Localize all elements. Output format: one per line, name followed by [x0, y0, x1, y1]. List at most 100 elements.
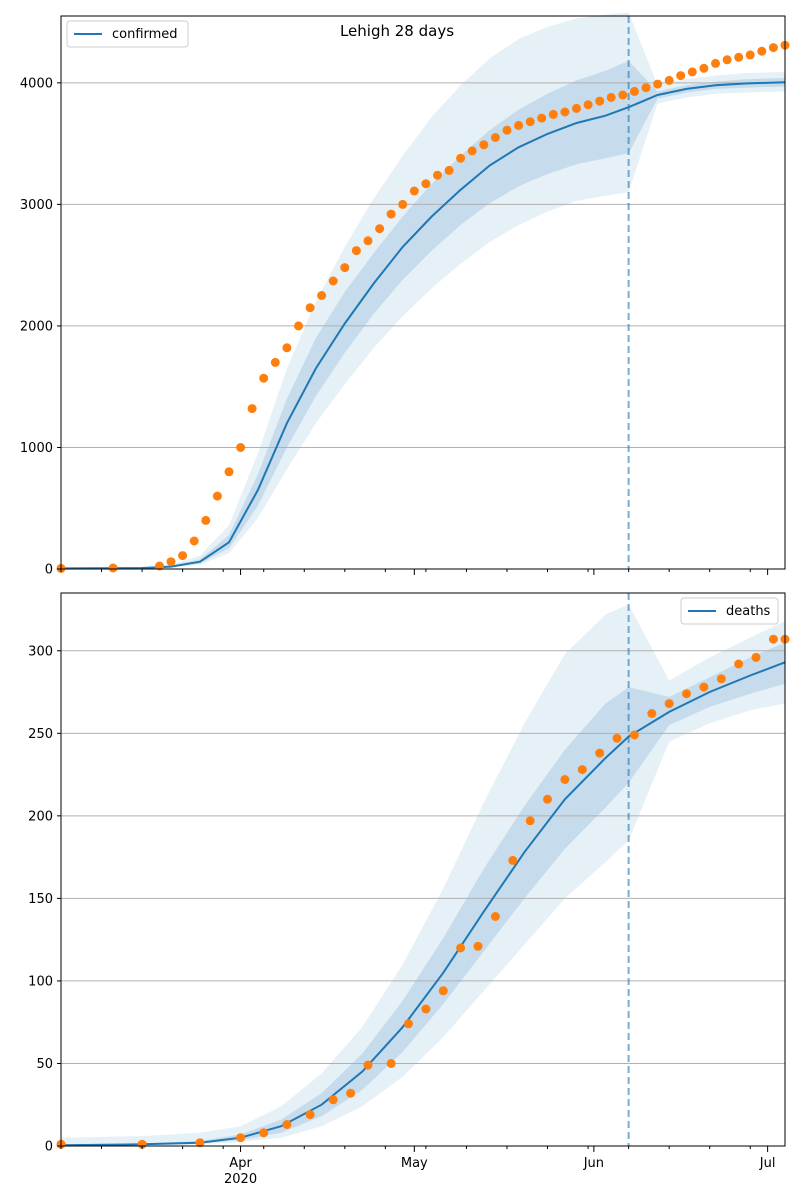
observed-point [595, 748, 605, 758]
y-tick-label: 100 [28, 974, 53, 989]
x-tick-label: Jun [583, 1156, 604, 1171]
observed-point [537, 113, 547, 123]
outer-band-forecast [628, 12, 785, 193]
observed-point [282, 343, 292, 353]
observed-point [508, 855, 518, 865]
observed-point [236, 443, 246, 452]
observed-point [490, 133, 500, 142]
observed-point [716, 674, 726, 684]
observed-point [647, 709, 657, 718]
observed-point [606, 92, 616, 102]
confirmed-gridlines [61, 82, 785, 448]
observed-point [456, 943, 466, 953]
observed-point [456, 153, 466, 163]
inner-band-fit [61, 61, 629, 569]
observed-point [577, 765, 587, 775]
observed-point [757, 46, 767, 56]
observed-point [473, 941, 483, 951]
observed-point [525, 816, 535, 826]
model-median-line [60, 661, 786, 1147]
observed-point [467, 146, 477, 156]
y-tick-label: 150 [28, 892, 53, 907]
observed-point [340, 263, 350, 273]
observed-point [212, 491, 222, 501]
chart-title: Lehigh 28 days [340, 22, 454, 40]
observed-point [270, 357, 280, 367]
observed-point [236, 1133, 246, 1143]
observed-point [734, 52, 744, 62]
observed-point [305, 303, 315, 313]
legend-label: deaths [726, 604, 771, 619]
observed-point [375, 224, 385, 234]
observed-point [166, 557, 176, 567]
x-tick-label: Apr [229, 1156, 252, 1171]
observed-point [595, 96, 605, 106]
observed-point [479, 140, 489, 150]
observed-point [421, 179, 431, 189]
confirmed-chart: 0 1000 2000 3000 4000 Lehigh 28 days confirm… [20, 12, 790, 578]
observed-point [560, 775, 570, 784]
model-median-line [60, 81, 786, 570]
observed-point [317, 291, 327, 300]
observed-point [398, 199, 408, 209]
deaths-legend: deaths [680, 597, 779, 625]
observed-point [201, 515, 211, 525]
observed-point [641, 83, 651, 93]
observed-point [282, 1120, 292, 1129]
observed-point [676, 71, 686, 81]
observed-point [224, 467, 234, 477]
confirmed-observed-points [56, 40, 790, 573]
y-tick-label: 1000 [20, 441, 53, 456]
observed-point [629, 86, 639, 96]
observed-point [664, 75, 674, 85]
observed-point [189, 536, 199, 546]
observed-point [305, 1110, 315, 1120]
observed-point [664, 699, 674, 709]
observed-point [514, 120, 524, 130]
observed-point [294, 321, 303, 331]
observed-point [543, 794, 552, 804]
outer-band-fit [61, 604, 629, 1146]
observed-point [525, 117, 535, 127]
observed-point [682, 689, 691, 699]
observed-point [490, 912, 500, 921]
observed-point [734, 659, 744, 669]
deaths-axes-frame [60, 592, 786, 1147]
confirmed-axes-frame [60, 15, 786, 570]
legend-box [680, 597, 779, 625]
observed-point [247, 404, 257, 414]
observed-point [583, 100, 593, 110]
observed-point [404, 1019, 413, 1029]
observed-point [502, 125, 512, 135]
observed-point [745, 50, 755, 60]
observed-point [612, 733, 622, 743]
observed-point [328, 276, 338, 286]
observed-point [346, 1088, 356, 1098]
observed-point [178, 551, 188, 561]
observed-point [572, 103, 581, 113]
observed-point [722, 55, 732, 65]
legend-label: confirmed [112, 27, 178, 42]
confirmed-y-ticks: 0 1000 2000 3000 4000 [20, 76, 61, 578]
observed-point [259, 1128, 269, 1138]
deaths-model-line [60, 661, 786, 1147]
observed-point [421, 1004, 431, 1014]
observed-point [768, 634, 778, 644]
observed-point [195, 1138, 205, 1148]
observed-point [259, 373, 269, 383]
observed-point [433, 170, 442, 180]
observed-point [768, 43, 778, 53]
y-tick-label: 300 [28, 644, 53, 659]
observed-point [137, 1139, 147, 1149]
observed-point [618, 90, 628, 100]
observed-point [687, 67, 697, 77]
y-tick-label: 0 [45, 563, 53, 578]
observed-point [699, 63, 709, 73]
confirmed-x-ticks [60, 569, 769, 575]
y-tick-label: 50 [36, 1057, 53, 1072]
observed-point [751, 652, 761, 662]
observed-point [438, 986, 448, 996]
y-tick-label: 250 [28, 727, 53, 742]
outer-band-forecast [628, 604, 785, 841]
